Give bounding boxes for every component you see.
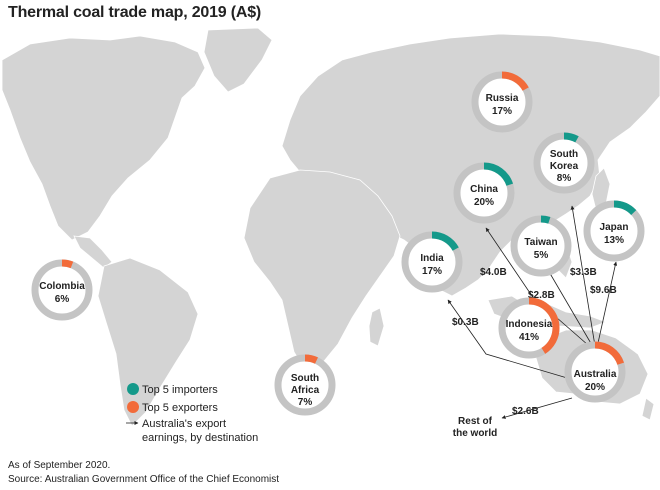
- country-label-japan: Japan: [600, 222, 629, 233]
- share-label-indonesia: 41%: [519, 332, 539, 343]
- donut-china: [453, 162, 515, 224]
- share-label-india: 17%: [422, 266, 442, 277]
- country-label-south-africa-1: South: [291, 373, 319, 384]
- donut-segment-taiwan: [510, 215, 572, 277]
- country-label-south-africa-2: Africa: [291, 385, 320, 396]
- flow-label-china: $4.0B: [480, 267, 507, 278]
- donut-india: [401, 231, 463, 293]
- flow-label-taiwan: $2.8B: [528, 290, 555, 301]
- flow-label-rest-of-world: $2.6B: [512, 406, 539, 417]
- country-donuts: [31, 71, 645, 416]
- flow-line-south-korea: [570, 205, 597, 353]
- legend-earnings-label-1: Australia's export: [142, 418, 226, 430]
- donut-japan: [583, 200, 645, 262]
- country-label-colombia: Colombia: [39, 281, 85, 292]
- donut-taiwan: [510, 215, 572, 277]
- donut-indonesia: [498, 297, 560, 359]
- donut-south-korea: [533, 132, 595, 194]
- flow-label-india: $0.3B: [452, 317, 479, 328]
- flow-lines: [447, 205, 618, 419]
- central-america-landmass: [73, 235, 113, 269]
- flow-line-rest-of-world: [501, 397, 573, 419]
- footer-source: Source: Australian Government Office of …: [8, 474, 280, 485]
- flow-label-south-korea: $3.3B: [570, 267, 597, 278]
- north-america-landmass: [1, 35, 206, 241]
- donut-colombia: [31, 259, 93, 321]
- legend-exporter-swatch: [127, 401, 139, 413]
- flow-line-taiwan: [547, 269, 597, 353]
- donut-segment-russia: [471, 71, 533, 133]
- country-label-taiwan: Taiwan: [524, 237, 557, 248]
- legend-exporter-label: Top 5 exporters: [142, 402, 218, 414]
- country-label-china: China: [470, 184, 498, 195]
- share-label-china: 20%: [474, 197, 494, 208]
- share-label-taiwan: 5%: [534, 250, 549, 261]
- map-title: Thermal coal trade map, 2019 (A$): [8, 4, 262, 21]
- footer-as-of: As of September 2020.: [8, 460, 111, 471]
- country-label-russia: Russia: [486, 93, 519, 104]
- legend: Top 5 importers Top 5 exporters Australi…: [126, 383, 258, 444]
- share-label-japan: 13%: [604, 235, 624, 246]
- donut-segment-south-korea: [533, 132, 595, 194]
- donut-russia: [471, 71, 533, 133]
- donut-south-africa: [274, 354, 336, 416]
- world-landmass: [1, 27, 660, 427]
- south-america-landmass: [97, 257, 199, 427]
- share-label-south-africa: 7%: [298, 397, 313, 408]
- greenland-landmass: [203, 27, 273, 93]
- rest-of-world-label-line2: the world: [453, 428, 497, 439]
- donut-segment-china: [453, 162, 515, 224]
- donut-segment-india: [401, 231, 463, 293]
- legend-earnings-label-2: earnings, by destination: [142, 432, 258, 444]
- donut-segment-south-africa: [274, 354, 336, 416]
- donut-segment-colombia: [31, 259, 93, 321]
- share-label-australia: 20%: [585, 382, 605, 393]
- donut-australia: [564, 341, 626, 403]
- share-label-colombia: 6%: [55, 294, 70, 305]
- rest-of-world-label-line1: Rest of: [458, 416, 493, 427]
- legend-importer-swatch: [127, 383, 139, 395]
- share-label-russia: 17%: [492, 106, 512, 117]
- country-label-south-korea-1: South: [550, 149, 578, 160]
- donut-segment-indonesia: [498, 297, 560, 359]
- flow-label-japan: $9.6B: [590, 285, 617, 296]
- flow-line-japan: [595, 261, 618, 353]
- flow-line-india: [447, 299, 575, 381]
- donut-segment-japan: [583, 200, 645, 262]
- country-label-south-korea-2: Korea: [550, 161, 579, 172]
- africa-landmass: [243, 169, 401, 369]
- country-label-india: India: [420, 253, 444, 264]
- flow-line-china: [485, 227, 597, 353]
- country-label-indonesia: Indonesia: [506, 319, 553, 330]
- share-label-south-korea: 8%: [557, 173, 572, 184]
- madagascar-landmass: [368, 307, 385, 347]
- country-label-australia: Australia: [574, 369, 617, 380]
- legend-importer-label: Top 5 importers: [142, 384, 218, 396]
- trade-map: $4.0B $2.8B $3.3B $9.6B $0.3B $2.6B Rest…: [0, 24, 660, 456]
- donut-segment-australia: [564, 341, 626, 403]
- new-zealand-landmass: [641, 397, 655, 421]
